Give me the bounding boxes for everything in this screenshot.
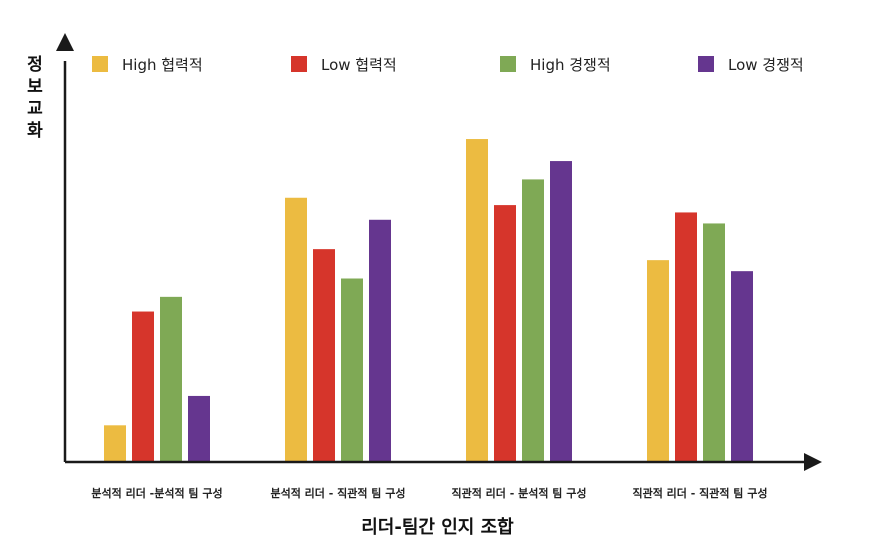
bar [494,205,516,462]
bar [369,219,391,462]
bar [647,260,669,462]
bar [703,223,725,462]
y-axis-arrow-icon [56,33,74,51]
legend-label: High 협력적 [122,56,203,74]
x-tick-label: 직관적 리더 - 분석적 팀 구성 [451,486,586,500]
x-axis-arrow-icon [804,453,822,471]
bar [160,296,182,462]
legend: High 협력적 Low 협력적 High 경쟁적 Low 경쟁적 [92,56,804,74]
bar [550,161,572,462]
bar [675,212,697,462]
bar [313,249,335,462]
legend-swatch [92,56,108,72]
legend-swatch [291,56,307,72]
x-axis-label: 리더-팀간 인지 조합 [361,517,514,538]
x-tick-label: 분석적 리더 - 직관적 팀 구성 [270,486,405,500]
bar [132,311,154,462]
x-tick-label: 직관적 리더 - 직관적 팀 구성 [632,486,767,500]
bar [104,425,126,462]
legend-label: Low 협력적 [321,56,397,74]
bar [731,271,753,462]
bar [466,139,488,463]
legend-label: High 경쟁적 [530,56,611,74]
legend-label: Low 경쟁적 [728,56,804,74]
axes-group [56,33,822,471]
legend-swatch [698,56,714,72]
x-tick-label: 분석적 리더 -분석적 팀 구성 [91,486,222,500]
legend-swatch [500,56,516,72]
bar [188,395,210,462]
bar [522,179,544,462]
y-axis-label: 정보교화 [27,55,43,141]
bar [341,278,363,462]
bar [285,197,307,462]
bars-group [104,139,753,463]
x-tick-labels: 분석적 리더 -분석적 팀 구성 분석적 리더 - 직관적 팀 구성 직관적 리더 … [91,486,767,500]
